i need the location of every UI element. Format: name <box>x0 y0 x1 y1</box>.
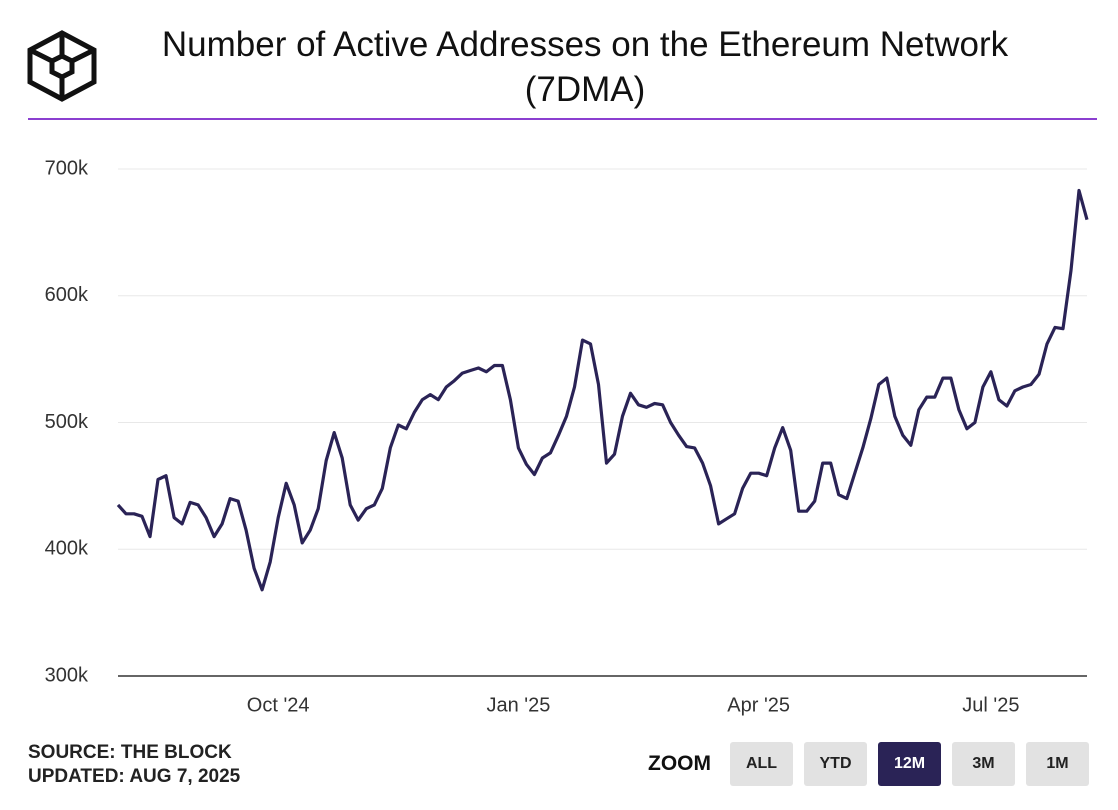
y-tick-label: 500k <box>45 411 89 433</box>
zoom-button[interactable]: YTD <box>804 742 867 786</box>
chart-title: Number of Active Addresses on the Ethere… <box>161 25 1009 109</box>
y-tick-label: 400k <box>45 538 89 560</box>
logo <box>27 30 97 102</box>
y-tick-label: 700k <box>45 157 89 179</box>
source: SOURCE: THE BLOCK <box>28 742 232 763</box>
x-tick-label: Jul '25 <box>962 694 1019 716</box>
footer: SOURCE: THE BLOCK UPDATED: AUG 7, 2025 <box>28 741 240 789</box>
zoom-button[interactable]: 1M <box>1026 742 1089 786</box>
zoom-button[interactable]: 3M <box>952 742 1015 786</box>
data-line <box>116 188 1089 592</box>
zoom-bar: ZOOM ALL YTD 12M 3M 1M <box>648 742 1100 786</box>
y-tick-label: 300k <box>45 664 89 686</box>
zoom-button[interactable]: ALL <box>730 742 793 786</box>
zoom-button[interactable]: 12M <box>878 742 941 786</box>
updated: UPDATED: AUG 7, 2025 <box>28 766 241 787</box>
x-tick-label: Apr '25 <box>727 694 790 716</box>
zoom-label: ZOOM <box>648 752 711 775</box>
x-tick-label: Oct '24 <box>247 694 310 716</box>
y-tick-label: 600k <box>45 284 89 306</box>
header-rule <box>28 118 1097 120</box>
x-tick-label: Jan '25 <box>486 694 550 716</box>
